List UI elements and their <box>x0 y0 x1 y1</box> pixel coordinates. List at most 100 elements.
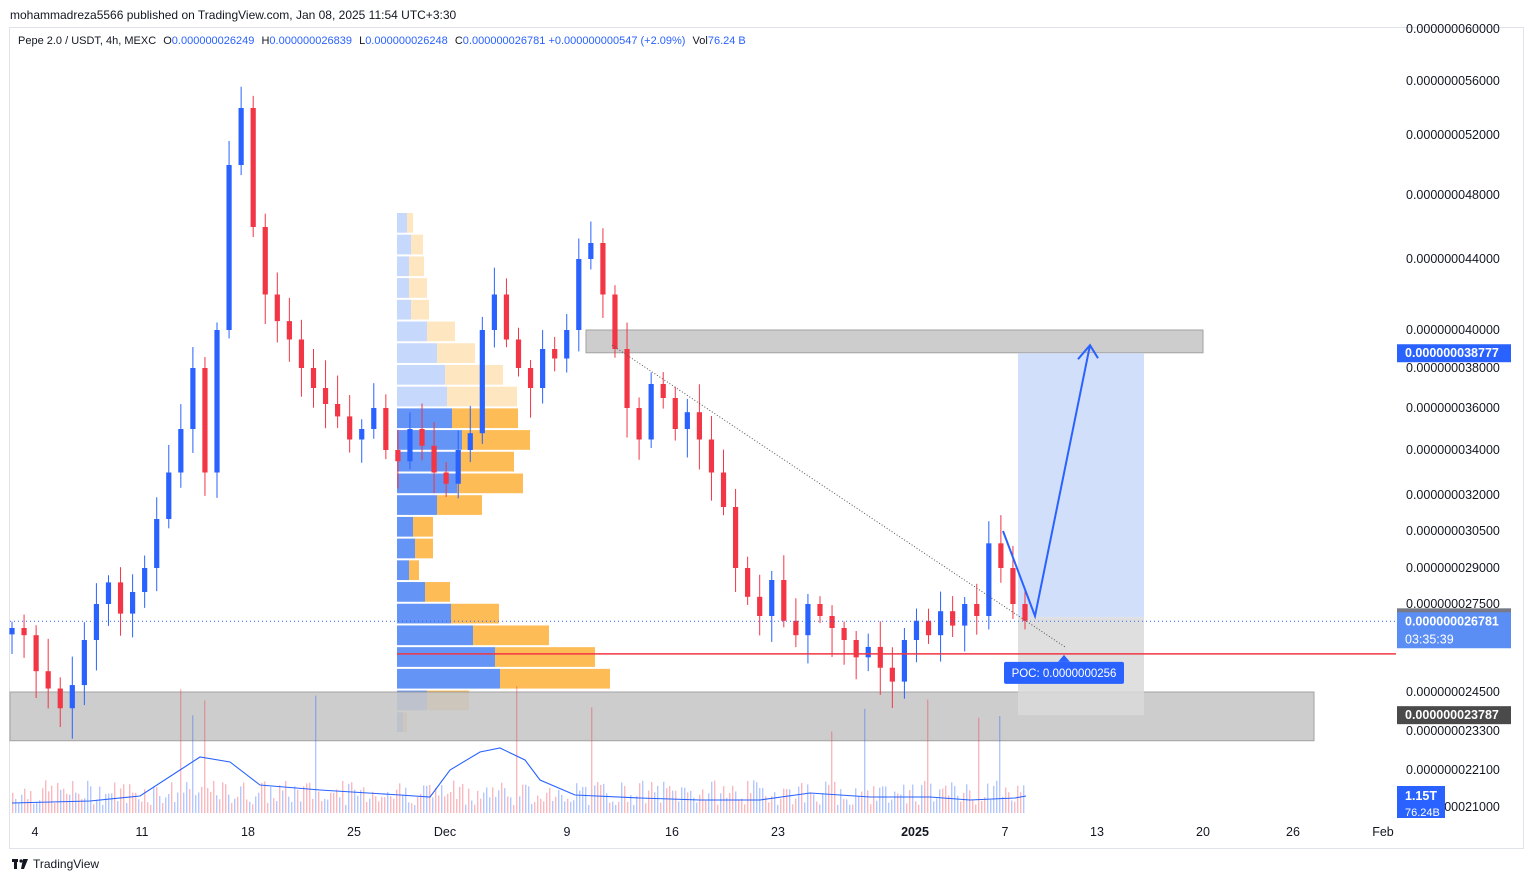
vp-down-bar <box>459 451 514 472</box>
vp-up-bar <box>397 495 437 515</box>
volume-bar <box>1023 785 1025 813</box>
volume-bar <box>705 800 707 813</box>
candle-body <box>805 604 811 636</box>
volume-bar <box>777 804 779 813</box>
volume-bar <box>270 786 272 813</box>
time-tick-label: 2025 <box>901 825 929 839</box>
vp-down-bar <box>415 538 433 559</box>
candle-body <box>841 628 847 640</box>
candle-body <box>720 472 727 507</box>
candle-body <box>527 368 534 388</box>
footer-brand[interactable]: TradingView <box>12 857 99 871</box>
volume-bar <box>306 783 308 813</box>
volume-bar <box>855 788 857 813</box>
volume-bar <box>105 793 107 813</box>
volume-bar <box>279 785 281 813</box>
volume-bar <box>354 789 356 813</box>
volume-bar <box>846 799 848 813</box>
volume-bar <box>171 782 173 813</box>
volume-bar <box>129 784 131 813</box>
volume-bar <box>519 796 521 813</box>
volume-bar <box>606 793 608 813</box>
volume-bar <box>144 789 146 813</box>
volume-bar <box>204 700 206 813</box>
candle-body <box>588 243 594 259</box>
candle-body <box>769 580 775 616</box>
volume-bar <box>120 788 122 813</box>
volume-bar <box>291 801 293 813</box>
last-price-badge-countdown: 03:35:39 <box>1405 632 1454 646</box>
volume-bar <box>231 802 233 813</box>
volume-bar <box>162 802 164 813</box>
volume-bar <box>108 793 110 813</box>
footer-brand-label: TradingView <box>33 857 100 871</box>
volume-badge: 76.24B <box>1405 807 1440 819</box>
candle-body <box>395 450 401 462</box>
candle-body <box>491 294 497 330</box>
volume-bar <box>843 799 845 813</box>
candle-body <box>708 439 715 473</box>
volume-bar <box>240 786 242 813</box>
volume-bar <box>654 792 656 813</box>
candle-body <box>371 408 377 429</box>
volume-bar <box>300 801 302 813</box>
volume-bar <box>84 798 86 813</box>
target-box <box>1018 353 1144 618</box>
price-tick-label: 0.000000027500 <box>1406 597 1500 611</box>
volume-bar <box>960 801 962 813</box>
candle-body <box>9 628 15 635</box>
candle-body <box>901 640 908 682</box>
vp-up-bar <box>397 278 409 298</box>
symbol-name[interactable]: Pepe 2.0 / USDT, 4h, MEXC <box>18 35 157 47</box>
volume-bar <box>63 788 65 813</box>
volume-bar <box>414 804 416 813</box>
volume-bar <box>939 789 941 813</box>
volume-bar <box>819 804 821 813</box>
open-value: 0.000000026249 <box>171 35 255 47</box>
close-value: 0.000000026781 <box>462 35 546 47</box>
volume-bar <box>228 794 230 813</box>
price-tick-label: 0.000000044000 <box>1406 252 1500 266</box>
price-tick-label: 0.000000052000 <box>1406 128 1500 142</box>
volume-bar <box>276 801 278 813</box>
candle-body <box>419 429 425 446</box>
chart-frame[interactable] <box>9 27 1524 849</box>
volume-bar <box>15 798 17 813</box>
candle-body <box>250 108 256 227</box>
stop-price-badge: 0.000000023787 <box>1405 708 1499 722</box>
volume-bar <box>225 784 227 813</box>
volume-bar <box>711 781 713 813</box>
volume-bar <box>1011 800 1013 813</box>
volume-bar <box>834 781 836 813</box>
volume-bar <box>630 795 632 813</box>
volume-bar <box>987 783 989 813</box>
volume-bar <box>687 792 689 813</box>
volume-bar <box>885 786 887 813</box>
candle-body <box>117 582 124 614</box>
volume-bar <box>33 803 35 813</box>
volume-bar <box>117 801 119 813</box>
volume-bar <box>498 790 500 813</box>
volume-bar <box>366 801 368 813</box>
volume-bar <box>426 785 428 813</box>
price-axis[interactable]: 0.000000060000 0.000000056000 0.0000000520… <box>1397 22 1511 819</box>
volume-bar <box>336 789 338 813</box>
volume-bar <box>540 798 542 813</box>
volume-bar <box>342 780 344 813</box>
candle-body <box>359 429 365 440</box>
volume-bar <box>393 798 395 813</box>
volume-bar <box>903 784 905 813</box>
volume-bar <box>441 785 443 813</box>
candle-body <box>214 330 220 473</box>
candle-body <box>648 384 654 440</box>
volume-bar <box>807 784 809 813</box>
candle-body <box>793 620 799 636</box>
volume-bar <box>906 803 908 813</box>
volume-bar <box>891 799 893 813</box>
volume-bar <box>525 784 527 813</box>
volume-bar <box>561 794 563 813</box>
time-axis[interactable]: 4 11 18 25 Dec 9 16 23 2025 7 13 20 26 Feb <box>32 825 1394 839</box>
volume-bar <box>417 797 419 813</box>
volume-bar <box>558 789 560 813</box>
